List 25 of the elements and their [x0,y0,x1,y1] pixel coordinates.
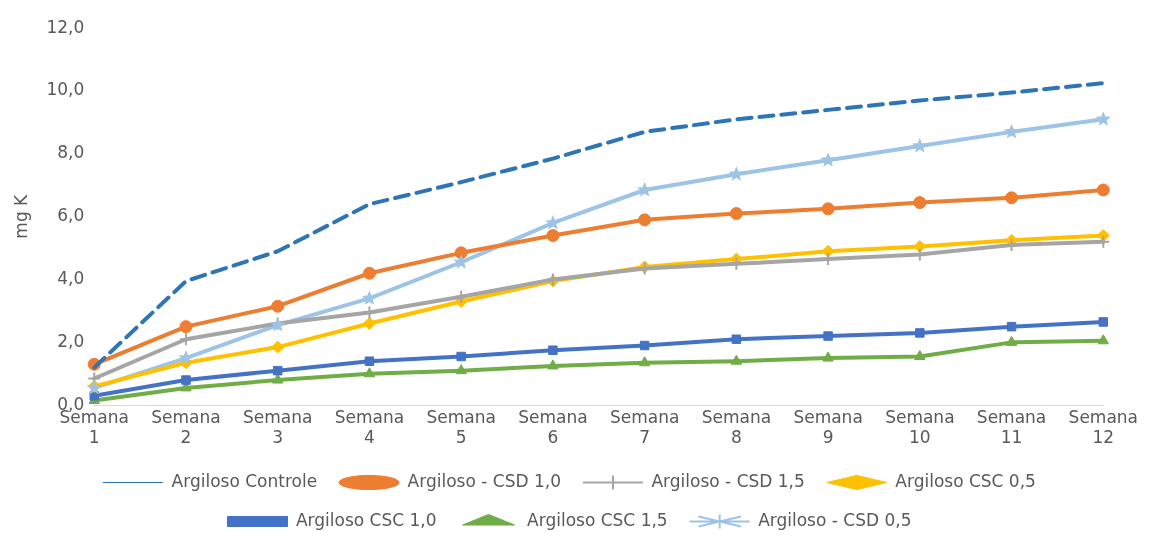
legend-label: Argiloso Controle [171,470,318,491]
x-tick-label: Semana 2 [151,406,221,448]
x-tick-label: Semana 6 [518,406,588,448]
x-tick-label: Semana 3 [243,406,313,448]
legend-label: Argiloso CSC 1,5 [527,509,668,530]
x-tick-label: Semana 4 [334,406,405,448]
x-tick-label: Semana 8 [701,406,772,448]
legend-label: Argiloso CSC 1,0 [295,509,437,530]
y-tick-label: 4,0 [57,267,85,288]
legend-label: Argiloso - CSD 1,0 [407,470,561,491]
legend-label: Argiloso CSC 0,5 [895,470,1036,491]
legend-label: Argiloso - CSD 0,5 [758,509,912,530]
x-tick-label: Semana 9 [793,406,863,448]
x-tick-label: Semana 7 [609,406,680,448]
y-tick-label: 12,0 [46,16,85,37]
y-tick-label: 10,0 [46,79,85,100]
y-tick-label: 8,0 [57,142,85,163]
y-tick-label: 6,0 [57,205,85,226]
x-tick-label: Semana 5 [426,406,496,448]
y-axis-title: mg K [10,193,31,239]
x-tick-label: Semana 10 [885,406,955,448]
legend-label: Argiloso - CSD 1,5 [651,470,805,491]
x-tick-label: Semana 11 [976,406,1047,448]
y-tick-label: 2,0 [57,330,85,351]
x-tick-label: Semana 12 [1068,406,1138,448]
